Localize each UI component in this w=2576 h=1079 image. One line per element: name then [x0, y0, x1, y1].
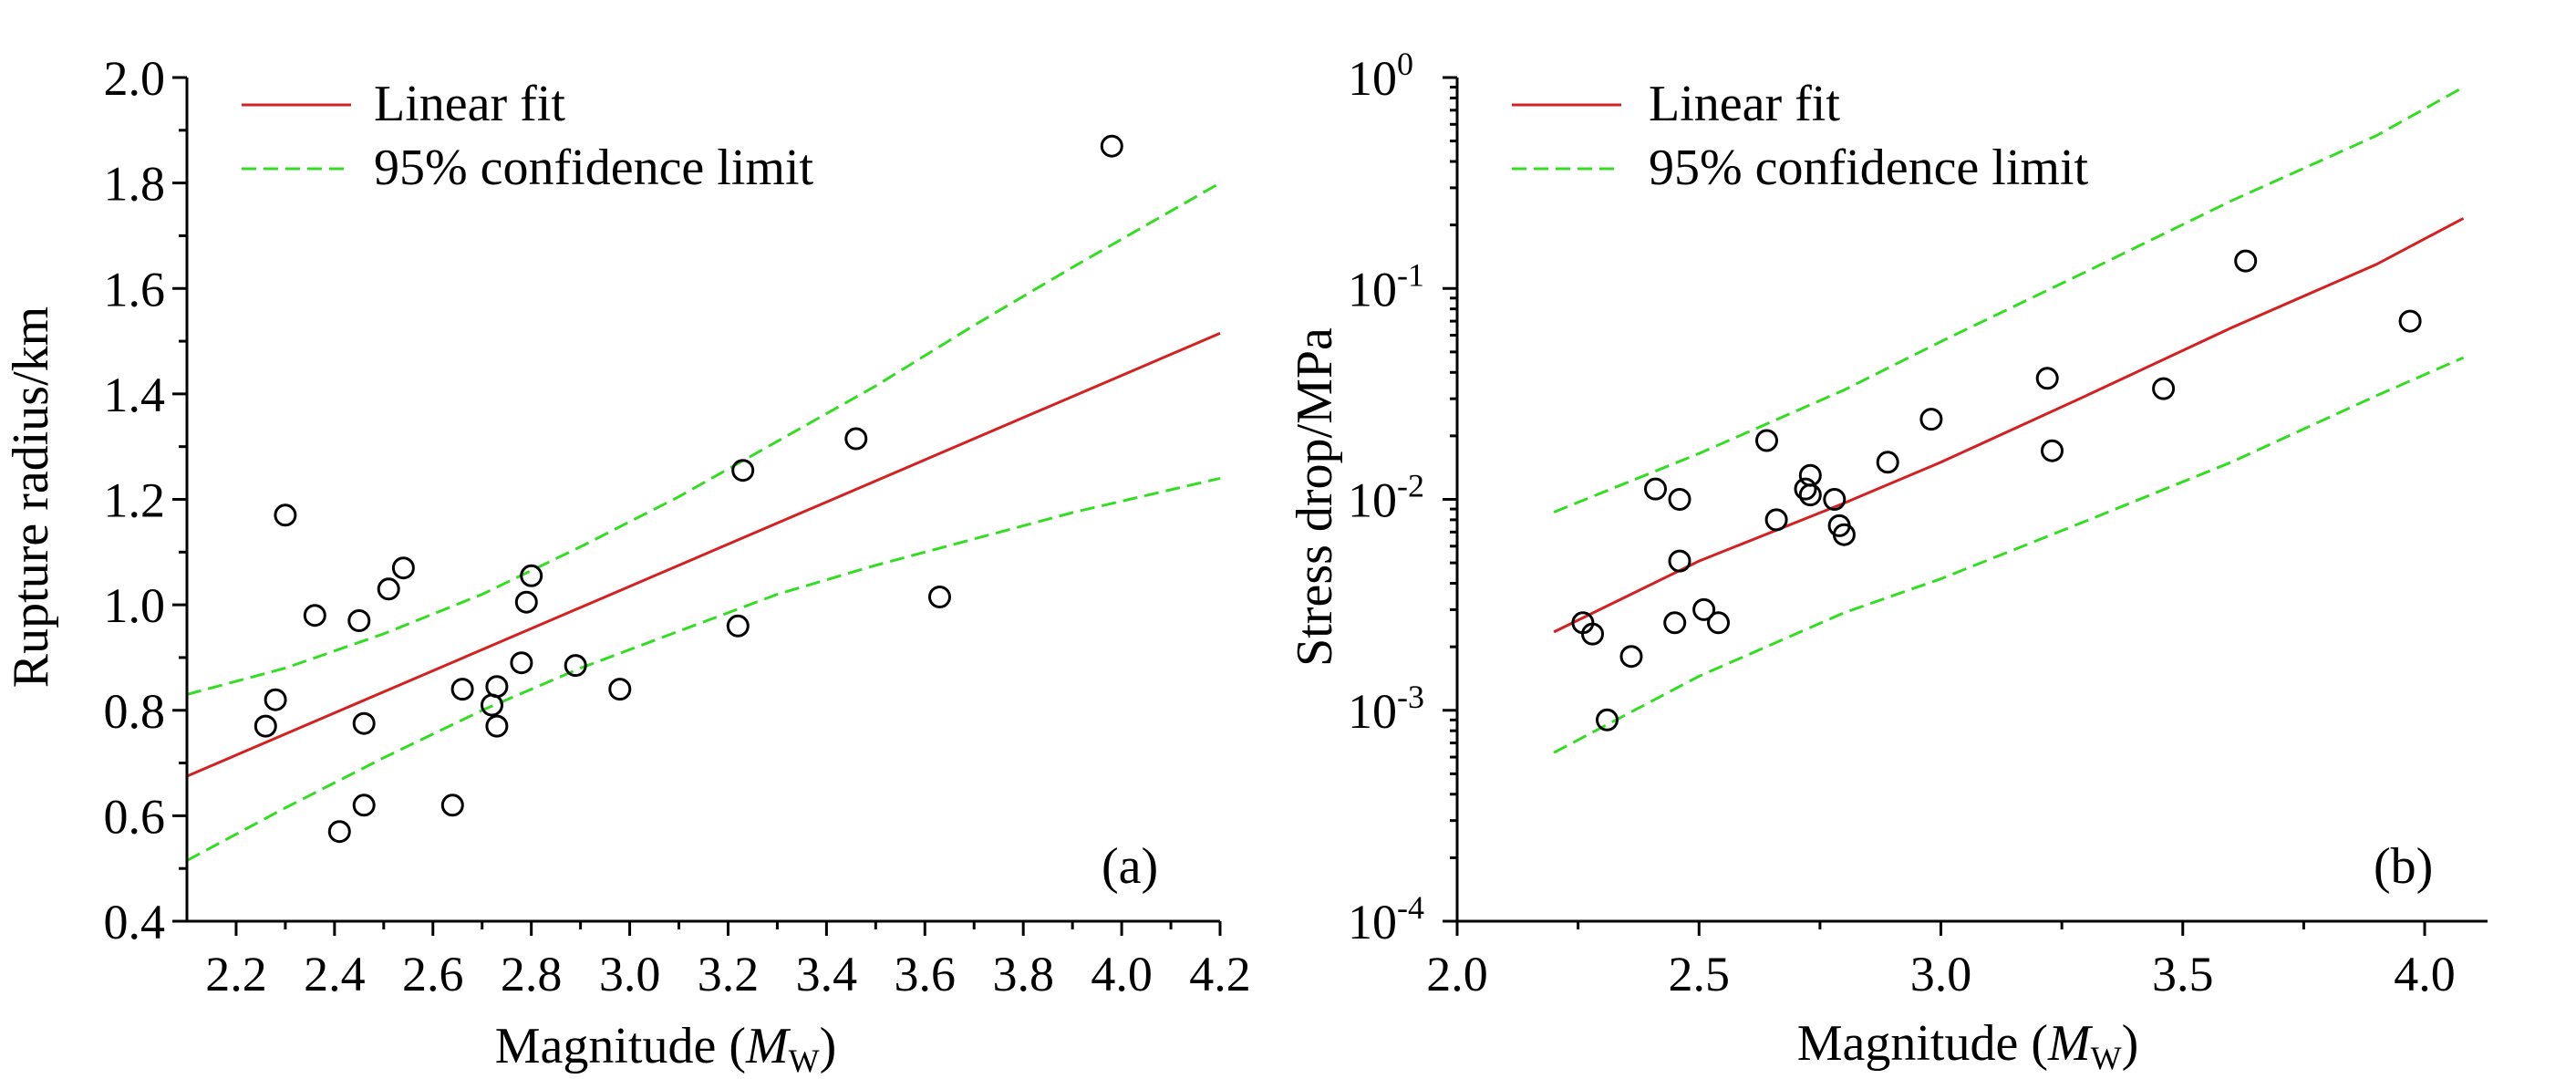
x-tick-label: 3.5 — [2152, 947, 2214, 1001]
data-point — [1764, 508, 1788, 532]
y-tick-label: 10-1 — [1348, 256, 1424, 316]
x-tick-label: 2.0 — [1426, 947, 1488, 1001]
chart-panel-a: 2.2 2.4 2.6 2.8 3.0 3.2 3.4 3.6 3.8 4.0 4.2 0.4 0.6 0… — [3, 51, 1251, 1079]
y-tick-label: 2.0 — [104, 51, 166, 106]
y-axis-title-a: Rupture radius/km — [3, 306, 59, 688]
y-tick-label: 0.8 — [104, 684, 166, 739]
data-point — [327, 820, 351, 844]
data-point — [253, 714, 277, 738]
x-axis-title-a: Magnitude (MW) — [495, 1018, 837, 1079]
data-point — [485, 714, 509, 738]
data-point — [520, 564, 543, 587]
y-tick-label: 10-3 — [1348, 679, 1424, 739]
data-point — [1798, 483, 1822, 507]
panel-label-b: (b) — [2374, 838, 2433, 895]
y-tick-label: 0.6 — [104, 789, 166, 844]
data-point — [726, 614, 750, 638]
data-point — [1596, 708, 1619, 731]
y-tick-label: 1.4 — [104, 368, 166, 422]
x-axis-title-b: Magnitude (MW) — [1797, 1015, 2139, 1076]
legend-b: Linear fit 95% confidence limit — [1512, 76, 2089, 196]
data-point — [1644, 477, 1667, 501]
data-point — [440, 794, 464, 817]
y-tick-label: 10-4 — [1348, 889, 1424, 949]
data-point — [1668, 549, 1691, 573]
linear-fit-line — [1553, 217, 2465, 634]
data-point — [391, 556, 415, 580]
y-tick-label: 1.2 — [104, 473, 166, 528]
data-point — [2152, 377, 2176, 400]
y-tick-label: 1.0 — [104, 578, 166, 633]
data-point — [485, 675, 509, 699]
legend-fit-label: Linear fit — [374, 76, 565, 132]
x-tick-label: 4.2 — [1189, 947, 1251, 1001]
x-tick-label: 3.2 — [698, 947, 760, 1001]
chart-panel-b: 2.0 2.5 3.0 3.5 4.0 10-4 10-3 10-2 10-1 100 Linea… — [1287, 46, 2488, 1076]
data-point — [510, 651, 533, 675]
data-point — [2234, 249, 2258, 273]
confidence-upper-line — [186, 182, 1221, 696]
linear-fit-line — [186, 332, 1221, 778]
data-point — [352, 711, 376, 735]
data-point — [1707, 611, 1730, 635]
data-point — [1823, 488, 1847, 511]
x-tick-label: 2.6 — [402, 947, 464, 1001]
legend-confidence-label: 95% confidence limit — [1649, 140, 2089, 196]
data-point — [1581, 622, 1604, 646]
data-point — [928, 586, 951, 608]
data-point — [303, 604, 326, 628]
data-point — [2041, 439, 2064, 462]
x-tick-label: 2.4 — [304, 947, 366, 1001]
data-point — [347, 609, 371, 632]
x-tick-label: 2.5 — [1669, 947, 1731, 1001]
x-tick-label: 3.8 — [992, 947, 1054, 1001]
data-point — [1832, 523, 1856, 546]
panel-label-a: (a) — [1102, 838, 1158, 895]
data-point — [274, 503, 297, 527]
y-tick-label: 0.4 — [104, 895, 166, 949]
y-tick-label: 100 — [1348, 46, 1413, 106]
legend-confidence-label: 95% confidence limit — [374, 140, 814, 196]
legend-a: Linear fit 95% confidence limit — [242, 76, 814, 196]
x-tick-label: 3.4 — [796, 947, 858, 1001]
x-tick-label: 4.0 — [1091, 947, 1153, 1001]
data-point — [1798, 463, 1822, 487]
data-point — [1100, 134, 1123, 158]
x-tick-label: 3.0 — [599, 947, 661, 1001]
x-tick-label: 2.2 — [205, 947, 267, 1001]
data-point — [1794, 477, 1817, 501]
data-point — [1692, 597, 1716, 621]
confidence-upper-line — [1553, 86, 2465, 514]
data-point — [564, 654, 587, 678]
data-point — [1919, 408, 1943, 431]
data-point — [377, 577, 400, 601]
data-point — [352, 794, 376, 817]
data-point — [2398, 309, 2422, 333]
data-point — [264, 688, 287, 711]
data-point — [1619, 645, 1643, 669]
data-point — [608, 678, 632, 701]
data-point — [1755, 429, 1778, 452]
data-point — [1668, 488, 1691, 511]
y-axis-title-b: Stress drop/MPa — [1287, 327, 1343, 667]
data-point — [2035, 367, 2059, 390]
data-point — [514, 590, 538, 614]
y-tick-label: 1.6 — [104, 262, 166, 316]
data-point — [1663, 611, 1687, 635]
data-point — [731, 459, 755, 482]
confidence-lower-line — [186, 476, 1221, 862]
data-point — [450, 678, 474, 701]
x-tick-label: 4.0 — [2394, 947, 2456, 1001]
x-tick-label: 3.0 — [1910, 947, 1972, 1001]
x-tick-label: 2.8 — [501, 947, 563, 1001]
legend-fit-label: Linear fit — [1649, 76, 1840, 132]
y-tick-label: 10-2 — [1348, 468, 1424, 528]
confidence-lower-line — [1553, 356, 2465, 754]
data-point — [844, 427, 868, 451]
x-tick-label: 3.6 — [895, 947, 957, 1001]
y-tick-label: 1.8 — [104, 157, 166, 212]
data-point — [1876, 451, 1899, 474]
